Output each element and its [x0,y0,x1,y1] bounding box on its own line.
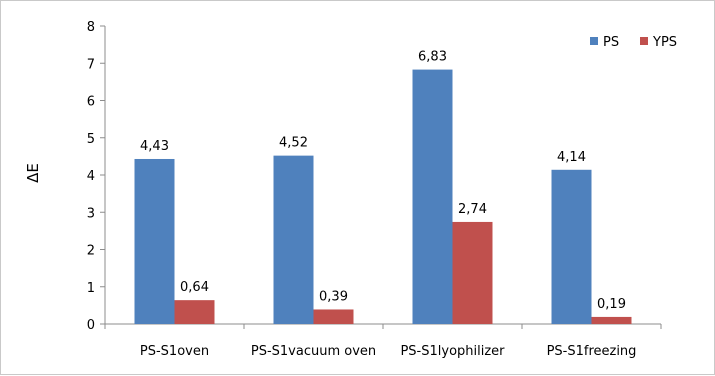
y-tick-label: 1 [87,281,95,296]
y-tick-labels: 0 1 2 3 4 5 6 7 8 [87,20,95,333]
bar-ps-2 [412,69,453,325]
bar-ps-3 [551,169,592,324]
x-category-label: PS-S1oven [140,344,209,359]
x-tick-labels: PS-S1oven PS-S1vacuum oven PS-S1lyophilize… [140,344,637,359]
legend: PS YPS [590,35,677,50]
data-label-ps-3: 4,14 [557,150,586,165]
data-label-ps-0: 4,43 [140,139,169,154]
x-category-label: PS-S1lyophilizer [400,344,505,359]
x-category-label: PS-S1freezing [547,344,637,359]
y-tick-label: 2 [87,244,95,259]
bar-ps-1 [273,155,314,324]
legend-label-yps: YPS [652,35,677,50]
legend-swatch-ps [590,37,598,45]
y-tick-label: 8 [87,20,95,35]
bar-yps-0 [174,300,215,324]
bar-yps-2 [452,221,493,324]
data-label-yps-1: 0,39 [319,289,348,304]
bar-ps-0 [134,158,175,324]
data-label-ps-1: 4,52 [279,136,308,151]
y-tick-label: 7 [87,57,95,72]
legend-swatch-yps [640,37,648,45]
y-tick-label: 0 [87,318,95,333]
data-label-yps-0: 0,64 [180,280,209,295]
data-label-ps-2: 6,83 [418,50,447,65]
bars [134,69,632,325]
legend-label-ps: PS [603,35,619,50]
data-labels: 4,43 0,64 4,52 0,39 6,83 2,74 4,14 0,19 [140,50,626,312]
data-label-yps-2: 2,74 [458,202,487,217]
y-axis-label: ΔE [24,163,42,183]
bar-yps-1 [313,309,354,324]
y-tick-label: 4 [87,169,95,184]
y-tick-label: 3 [87,206,95,221]
y-tick-label: 5 [87,132,95,147]
bar-yps-3 [591,316,632,324]
x-category-label: PS-S1vacuum oven [251,344,376,359]
y-tick-label: 6 [87,95,95,110]
data-label-yps-3: 0,19 [597,297,626,312]
